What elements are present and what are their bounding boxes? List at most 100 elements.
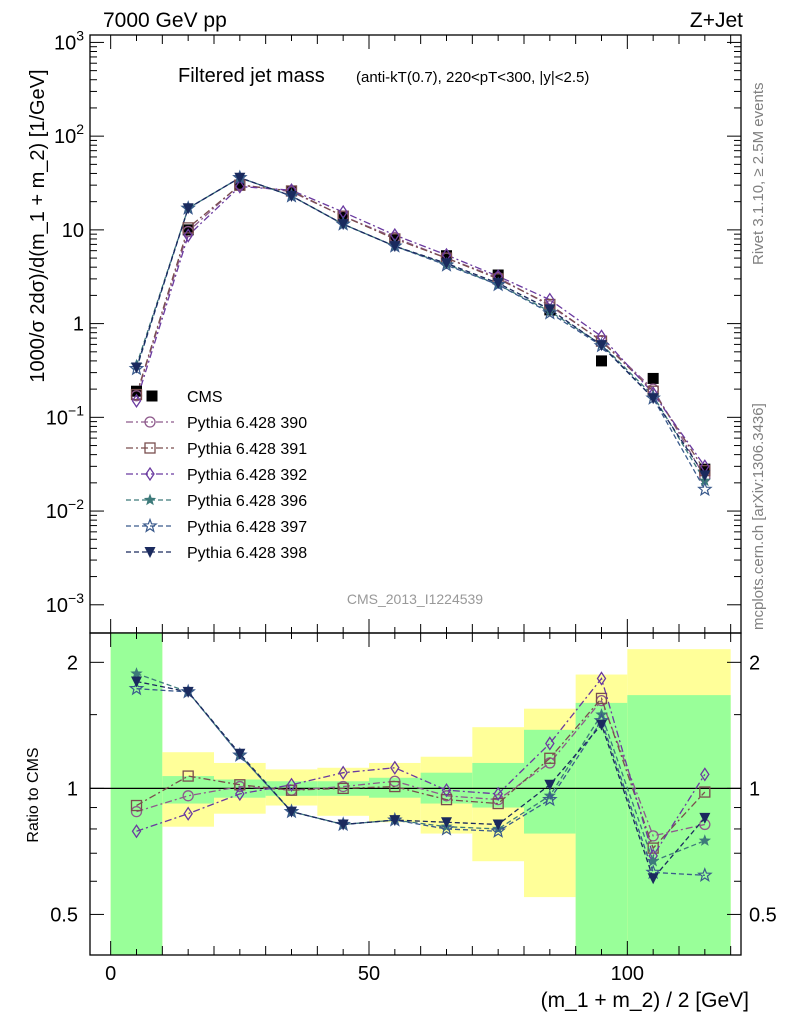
ratio-point-5-3: [286, 806, 297, 818]
ratio-point-2-4: [338, 765, 348, 780]
ratio-point-4-11: [697, 867, 713, 883]
main-y-tick-exponent: −1: [68, 402, 84, 418]
ratio-point-3-0: [130, 667, 143, 679]
ratio-series-line-4: [136, 688, 705, 876]
ratio-series-line-1: [136, 697, 706, 850]
ratio-point-2-5: [390, 760, 400, 775]
ratio-y-tick-label-right: 1: [749, 778, 760, 800]
main-point-5-11: [697, 481, 713, 497]
watermark: CMS_2013_I1224539: [347, 591, 483, 607]
x-tick-label: 0: [105, 963, 116, 985]
main-y-tick-exponent: 3: [76, 27, 84, 43]
main-y-tick-exponent: 2: [76, 121, 84, 137]
legend-label: Pythia 6.428 391: [187, 441, 307, 458]
overlay-text: Filtered jet mass CMS_2013_I1224539 (ant…: [178, 65, 589, 607]
ratio-y-tick-label: 2: [67, 652, 78, 674]
ratio-point-5-1: [182, 686, 194, 698]
ratio-frame: [89, 632, 742, 956]
ratio-point-1-1: [182, 770, 194, 782]
stat-uncertainty-band: [627, 695, 731, 955]
main-point-0-10: [647, 372, 659, 384]
main-point-0-2: [234, 179, 246, 191]
main-y-tick-label: 10−3: [46, 590, 84, 617]
ratio-point-2-3: [286, 777, 297, 792]
x-axis-label: (m_1 + m_2) / 2 [GeV]: [541, 989, 749, 1012]
ratio-point-5-8: [544, 779, 556, 791]
main-series-line-1: [135, 183, 706, 478]
ratio-point-1-7: [492, 797, 504, 810]
ratio-point-5-5: [389, 815, 401, 827]
ratio-point-1-4: [337, 782, 349, 795]
main-point-6-11: [699, 470, 711, 482]
ratio-point-0-10: [647, 830, 659, 842]
main-series-line-2: [135, 184, 706, 471]
ratio-point-3-10: [647, 854, 660, 867]
main-panel: 10−3 10−2 10−1 1 10 102 103 CMS Pythia 6.428 390…: [46, 27, 742, 634]
ratio-point-5-0: [131, 676, 142, 688]
main-point-6-1: [182, 203, 194, 215]
ratio-point-3-8: [543, 789, 556, 802]
main-y-tick-exponent: −3: [68, 590, 84, 606]
main-y-tick-label: 10: [62, 220, 84, 242]
main-point-6-9: [596, 340, 607, 352]
legend-label: Pythia 6.428 397: [187, 519, 307, 536]
legend-marker: [143, 493, 157, 506]
ratio-panel: 0 50 100 0.5 0.5 1 1 2 2: [50, 632, 777, 985]
ratio-point-4-6: [438, 820, 455, 836]
main-y-tick-label: 10−1: [46, 402, 84, 429]
main-point-6-7: [492, 278, 504, 290]
ratio-point-1-2: [234, 779, 246, 791]
ratio-point-2-11: [700, 767, 710, 782]
legend-marker: [144, 416, 156, 428]
main-y-tick-label: 1: [73, 314, 84, 336]
main-y-tick-exponent: −2: [68, 496, 84, 512]
legend-label: CMS: [187, 389, 223, 406]
stat-uncertainty-band: [369, 777, 421, 798]
main-point-3-0: [131, 393, 142, 408]
rivet-label: Rivet 3.1.10, ≥ 2.5M events: [750, 83, 767, 266]
ratio-point-4-7: [490, 822, 506, 838]
ratio-point-5-7: [492, 819, 504, 831]
ratio-point-0-0: [130, 805, 143, 818]
ratio-point-1-5: [389, 780, 401, 793]
ratio-point-2-2: [235, 786, 245, 802]
header-right: Z+Jet: [690, 9, 743, 32]
header-left: 7000 GeV pp: [103, 9, 227, 32]
ratio-point-3-11: [698, 834, 711, 846]
legend-marker: [145, 466, 155, 482]
main-series-line-6: [135, 177, 706, 476]
legend-label: Pythia 6.428 390: [187, 415, 307, 432]
legend-label: Pythia 6.428 396: [187, 493, 307, 510]
ratio-y-tick-label: 0.5: [50, 904, 78, 926]
main-ylabel: 1000/σ 2dσ)/d(m_1 + m_2) [1/GeV]: [27, 69, 49, 382]
main-point-5-8: [542, 304, 558, 320]
ratio-y-tick-label-right: 2: [749, 652, 760, 674]
ratio-point-1-0: [130, 799, 143, 812]
main-frame: [89, 34, 742, 634]
ratio-point-1-8: [544, 752, 556, 764]
ratio-point-5-9: [596, 719, 607, 731]
main-point-0-9: [596, 355, 607, 367]
chart-subtitle: (anti-kT(0.7), 220<pT<300, |y|<2.5): [356, 69, 589, 86]
ratio-y-tick-label-right: 0.5: [749, 904, 777, 926]
ratio-point-5-11: [699, 812, 711, 824]
main-point-2-0: [130, 388, 143, 401]
ratio-point-5-10: [647, 873, 659, 885]
chart-title: Filtered jet mass: [178, 65, 325, 87]
ratio-point-2-6: [441, 783, 452, 798]
main-y-tick-label: 103: [54, 27, 84, 54]
ratio-point-1-6: [440, 793, 453, 806]
main-point-6-8: [544, 304, 556, 316]
legend-marker: [142, 517, 158, 533]
ratio-ylabel: Ratio to CMS: [25, 747, 42, 842]
main-series-line-3: [135, 185, 706, 467]
main-point-3-2: [235, 179, 245, 194]
main-point-0-7: [492, 269, 504, 281]
x-tick-label: 50: [358, 963, 380, 985]
ratio-point-2-1: [183, 806, 193, 821]
ratio-series-line-2: [136, 677, 706, 858]
main-point-6-0: [131, 362, 142, 374]
ratio-y-tick-label: 1: [67, 778, 78, 800]
main-point-0-6: [441, 250, 452, 262]
